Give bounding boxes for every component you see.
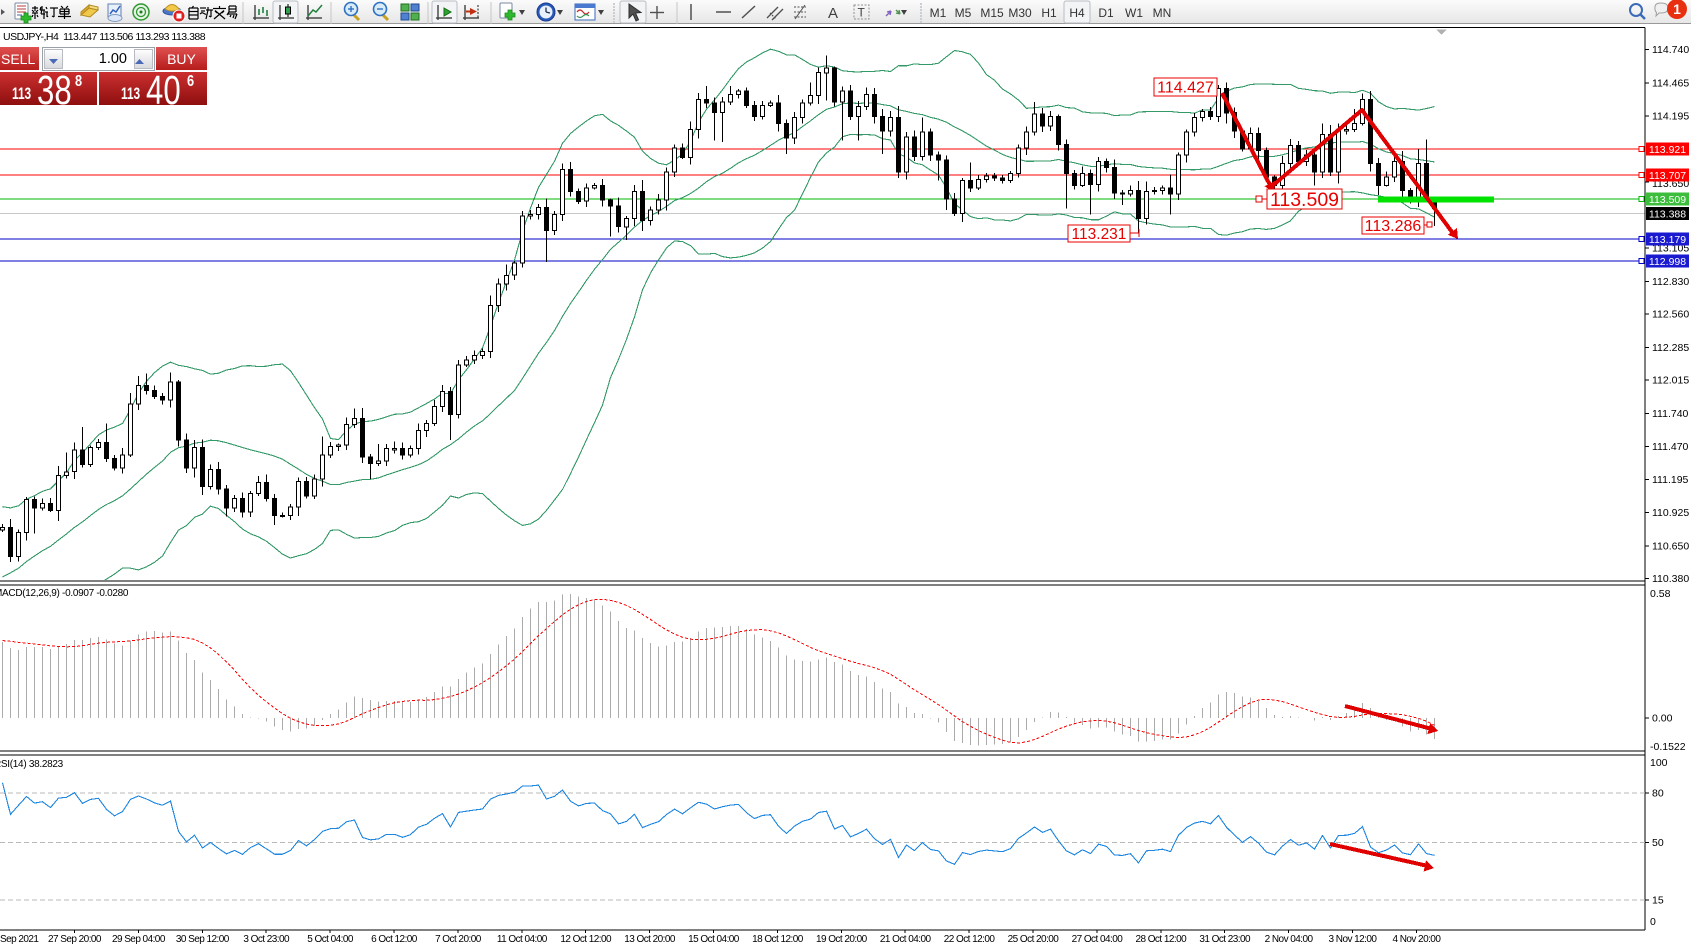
svg-text:113.509: 113.509 [1649, 194, 1686, 206]
svg-text:22 Oct 12:00: 22 Oct 12:00 [944, 934, 996, 945]
svg-text:0.00: 0.00 [1652, 713, 1673, 725]
svg-text:114.427: 114.427 [1157, 80, 1214, 97]
svg-text:12 Oct 12:00: 12 Oct 12:00 [560, 934, 612, 945]
svg-text:MN: MN [1153, 6, 1172, 20]
svg-text:A: A [828, 5, 838, 22]
svg-text:0.58: 0.58 [1650, 588, 1671, 600]
svg-text:4 Nov 20:00: 4 Nov 20:00 [1392, 934, 1441, 945]
svg-text:25 Oct 20:00: 25 Oct 20:00 [1008, 934, 1060, 945]
svg-text:50: 50 [1652, 837, 1664, 849]
svg-text:28 Oct 12:00: 28 Oct 12:00 [1135, 934, 1187, 945]
svg-text:114.740: 114.740 [1652, 44, 1689, 56]
svg-text:Sep 2021: Sep 2021 [0, 934, 39, 945]
svg-text:112.830: 112.830 [1652, 276, 1689, 288]
svg-text:112.015: 112.015 [1652, 375, 1689, 387]
svg-text:113.707: 113.707 [1649, 170, 1686, 182]
svg-text:11 Oct 04:00: 11 Oct 04:00 [497, 934, 548, 945]
svg-text:3 Nov 12:00: 3 Nov 12:00 [1329, 934, 1378, 945]
svg-text:H4: H4 [1069, 6, 1085, 20]
svg-text:-0.1522: -0.1522 [1650, 741, 1686, 753]
svg-text:30 Sep 12:00: 30 Sep 12:00 [176, 934, 230, 945]
svg-text:M5: M5 [955, 6, 972, 20]
svg-text:113.179: 113.179 [1649, 234, 1686, 246]
svg-text:1: 1 [1673, 1, 1681, 17]
svg-text:112.998: 112.998 [1649, 256, 1686, 268]
svg-text:114.195: 114.195 [1652, 110, 1689, 122]
svg-text:7 Oct 20:00: 7 Oct 20:00 [435, 934, 482, 945]
svg-text:13 Oct 20:00: 13 Oct 20:00 [624, 934, 676, 945]
svg-text:MACD(12,26,9) -0.0907 -0.0280: MACD(12,26,9) -0.0907 -0.0280 [0, 588, 129, 599]
svg-text:110.380: 110.380 [1652, 573, 1689, 585]
svg-text:113.231: 113.231 [1072, 226, 1127, 243]
svg-text:114.465: 114.465 [1652, 78, 1689, 90]
svg-text:113.921: 113.921 [1649, 144, 1686, 156]
svg-text:15 Oct 04:00: 15 Oct 04:00 [688, 934, 740, 945]
svg-text:5 Oct 04:00: 5 Oct 04:00 [307, 934, 354, 945]
svg-text:111.740: 111.740 [1652, 408, 1689, 420]
svg-text:110.925: 110.925 [1652, 507, 1689, 519]
svg-text:113.509: 113.509 [1270, 189, 1339, 211]
svg-text:0: 0 [1650, 916, 1656, 928]
svg-text:RSI(14) 38.2823: RSI(14) 38.2823 [0, 759, 64, 770]
svg-text:21 Oct 04:00: 21 Oct 04:00 [880, 934, 932, 945]
svg-text:W1: W1 [1125, 6, 1143, 20]
svg-text:110.650: 110.650 [1652, 540, 1689, 552]
svg-text:112.285: 112.285 [1652, 342, 1689, 354]
svg-text:19 Oct 20:00: 19 Oct 20:00 [816, 934, 868, 945]
svg-text:D1: D1 [1098, 6, 1114, 20]
svg-text:100: 100 [1650, 757, 1668, 769]
svg-text:27 Sep 20:00: 27 Sep 20:00 [48, 934, 102, 945]
svg-text:27 Oct 04:00: 27 Oct 04:00 [1072, 934, 1124, 945]
svg-text:113.388: 113.388 [1649, 209, 1686, 221]
svg-text:15: 15 [1652, 895, 1664, 907]
svg-text:USDJPY-,H4 113.447 113.506 11: USDJPY-,H4 113.447 113.506 113.293 113.3… [3, 31, 206, 43]
svg-text:18 Oct 12:00: 18 Oct 12:00 [752, 934, 804, 945]
svg-text:T: T [858, 5, 866, 19]
svg-text:M30: M30 [1008, 6, 1032, 20]
svg-text:H1: H1 [1041, 6, 1057, 20]
svg-text:M15: M15 [980, 6, 1004, 20]
svg-text:112.560: 112.560 [1652, 309, 1689, 321]
svg-text:3 Oct 23:00: 3 Oct 23:00 [243, 934, 290, 945]
svg-text:29 Sep 04:00: 29 Sep 04:00 [112, 934, 166, 945]
svg-text:6 Oct 12:00: 6 Oct 12:00 [371, 934, 418, 945]
svg-text:31 Oct 23:00: 31 Oct 23:00 [1199, 934, 1251, 945]
svg-text:80: 80 [1652, 787, 1664, 799]
svg-text:111.195: 111.195 [1652, 474, 1689, 486]
svg-text:2 Nov 04:00: 2 Nov 04:00 [1265, 934, 1314, 945]
svg-text:M1: M1 [930, 6, 947, 20]
svg-text:113.286: 113.286 [1365, 218, 1422, 235]
svg-text:111.470: 111.470 [1652, 441, 1689, 453]
